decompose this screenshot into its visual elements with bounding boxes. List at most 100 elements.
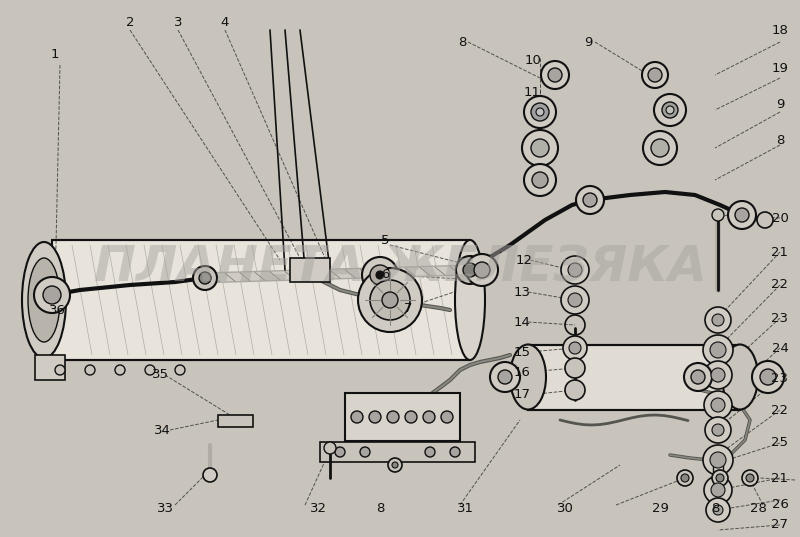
Circle shape: [760, 369, 776, 385]
Circle shape: [193, 266, 217, 290]
Circle shape: [703, 335, 733, 365]
Ellipse shape: [510, 345, 546, 410]
Circle shape: [145, 365, 155, 375]
Circle shape: [541, 61, 569, 89]
Text: 3: 3: [174, 16, 182, 28]
Circle shape: [712, 209, 724, 221]
Circle shape: [568, 293, 582, 307]
Circle shape: [466, 254, 498, 286]
Circle shape: [713, 505, 723, 515]
Circle shape: [85, 365, 95, 375]
Circle shape: [55, 365, 65, 375]
Circle shape: [705, 417, 731, 443]
Bar: [290, 258, 330, 282]
Text: ПЛАНЕТА ЖЕЛЕЗЯКА: ПЛАНЕТА ЖЕЛЕЗЯКА: [94, 244, 706, 292]
Circle shape: [335, 447, 345, 457]
Text: 14: 14: [514, 316, 530, 329]
Text: 29: 29: [651, 502, 669, 514]
Circle shape: [642, 62, 668, 88]
Circle shape: [565, 380, 585, 400]
Text: 9: 9: [776, 98, 784, 112]
Circle shape: [706, 498, 730, 522]
Circle shape: [199, 272, 211, 284]
Circle shape: [710, 342, 726, 358]
Circle shape: [648, 68, 662, 82]
Circle shape: [735, 208, 749, 222]
Circle shape: [324, 442, 336, 454]
Circle shape: [351, 411, 363, 423]
Circle shape: [370, 265, 390, 285]
Circle shape: [704, 476, 732, 504]
Text: 34: 34: [154, 424, 170, 437]
Circle shape: [563, 336, 587, 360]
Text: 15: 15: [514, 345, 530, 359]
Bar: [345, 393, 460, 441]
Text: 21: 21: [771, 245, 789, 258]
Text: 16: 16: [514, 366, 530, 379]
Text: 12: 12: [515, 253, 533, 266]
Circle shape: [712, 314, 724, 326]
Text: 7: 7: [404, 301, 412, 315]
Text: 1: 1: [50, 48, 59, 62]
Ellipse shape: [28, 258, 60, 342]
Circle shape: [392, 462, 398, 468]
Text: 6: 6: [381, 268, 389, 281]
Text: 22: 22: [771, 403, 789, 417]
Circle shape: [681, 474, 689, 482]
Text: 26: 26: [771, 498, 789, 512]
Circle shape: [757, 212, 773, 228]
Text: 23: 23: [771, 311, 789, 324]
Text: 9: 9: [584, 35, 592, 48]
Circle shape: [666, 106, 674, 114]
Circle shape: [423, 411, 435, 423]
Circle shape: [370, 280, 410, 320]
Circle shape: [115, 365, 125, 375]
Circle shape: [662, 102, 678, 118]
Text: 35: 35: [151, 368, 169, 381]
Text: 20: 20: [771, 212, 789, 224]
Circle shape: [463, 263, 477, 277]
Circle shape: [382, 292, 398, 308]
Circle shape: [34, 277, 70, 313]
Circle shape: [710, 452, 726, 468]
Circle shape: [712, 424, 724, 436]
Circle shape: [691, 370, 705, 384]
Circle shape: [388, 458, 402, 472]
Circle shape: [362, 257, 398, 293]
Text: 8: 8: [776, 134, 784, 147]
Circle shape: [360, 447, 370, 457]
Circle shape: [654, 94, 686, 126]
Text: 8: 8: [711, 502, 719, 514]
Text: 2: 2: [126, 16, 134, 28]
Text: 17: 17: [514, 388, 530, 402]
Circle shape: [425, 447, 435, 457]
Circle shape: [524, 164, 556, 196]
Circle shape: [369, 411, 381, 423]
Text: 28: 28: [750, 502, 766, 514]
Circle shape: [43, 286, 61, 304]
Circle shape: [532, 172, 548, 188]
Circle shape: [531, 103, 549, 121]
Circle shape: [561, 256, 589, 284]
Circle shape: [746, 474, 754, 482]
Circle shape: [536, 108, 544, 116]
Circle shape: [569, 342, 581, 354]
Circle shape: [524, 96, 556, 128]
Circle shape: [712, 470, 728, 486]
Circle shape: [728, 201, 756, 229]
Circle shape: [643, 131, 677, 165]
Circle shape: [203, 468, 217, 482]
Circle shape: [387, 411, 399, 423]
Circle shape: [376, 271, 384, 279]
Circle shape: [522, 130, 558, 166]
Circle shape: [405, 411, 417, 423]
Circle shape: [711, 368, 725, 382]
Text: 23: 23: [771, 372, 789, 384]
Circle shape: [716, 474, 724, 482]
Text: 5: 5: [381, 234, 390, 246]
Circle shape: [441, 411, 453, 423]
Text: 32: 32: [310, 502, 326, 514]
Circle shape: [742, 470, 758, 486]
Text: 31: 31: [457, 502, 474, 514]
Bar: [35, 355, 65, 380]
